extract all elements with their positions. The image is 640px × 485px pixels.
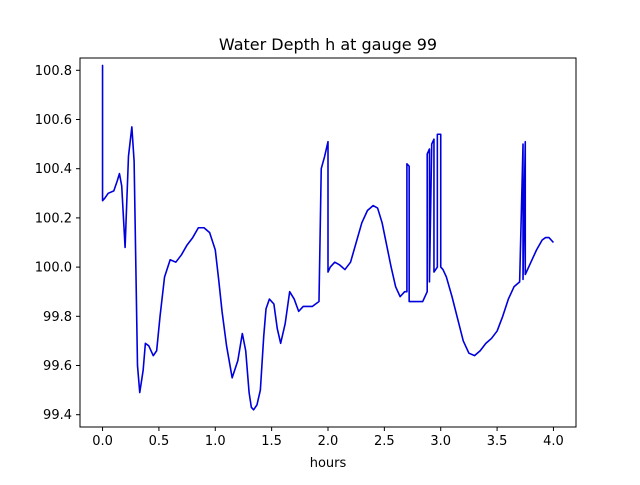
- x-tick-label: 2.5: [374, 434, 395, 449]
- x-tick-label: 4.0: [543, 434, 564, 449]
- chart-title: Water Depth h at gauge 99: [219, 35, 437, 54]
- y-tick-label: 100.0: [35, 261, 72, 276]
- y-tick-label: 100.8: [35, 64, 72, 79]
- x-tick-label: 2.0: [318, 434, 339, 449]
- y-tick-label: 100.6: [35, 113, 72, 128]
- y-tick-label: 99.8: [43, 310, 72, 325]
- plot-layer: [101, 64, 555, 411]
- y-axis-ticks: 99.4 99.6 99.8 100.0 100.2 100.4 100.6 100.8: [35, 64, 80, 423]
- y-tick-label: 100.2: [35, 211, 72, 226]
- x-axis-ticks: 0.0 0.5 1.0 1.5 2.0 2.5 3.0 3.5 4.0: [92, 427, 564, 449]
- x-tick-label: 0.0: [92, 434, 113, 449]
- x-axis-label: hours: [310, 456, 347, 471]
- series-line-0: [101, 64, 555, 411]
- y-tick-label: 99.4: [43, 408, 72, 423]
- y-tick-label: 100.4: [35, 162, 72, 177]
- x-tick-label: 3.0: [430, 434, 451, 449]
- x-tick-label: 1.5: [261, 434, 282, 449]
- x-tick-label: 3.5: [487, 434, 508, 449]
- x-tick-label: 1.0: [205, 434, 226, 449]
- x-tick-label: 0.5: [149, 434, 170, 449]
- y-tick-label: 99.6: [43, 359, 72, 374]
